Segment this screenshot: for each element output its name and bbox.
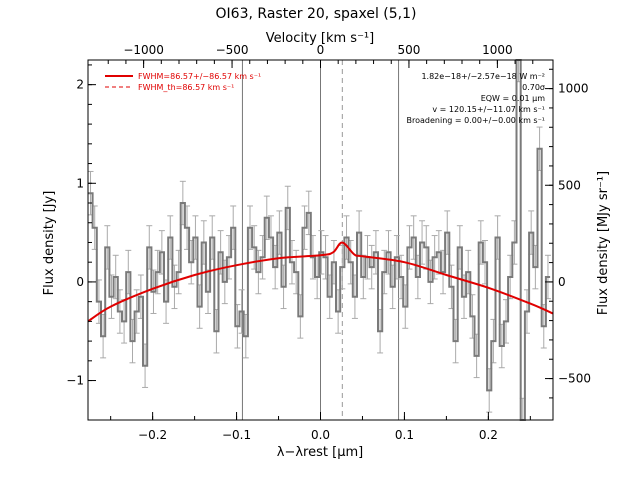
annotation-sigma: 0.70σ <box>522 83 545 92</box>
y-axis-label-right: Flux density [MJy sr⁻¹] <box>596 171 611 315</box>
top-tick-label: 0 <box>317 43 325 57</box>
legend-fit-label: FWHM=86.57+/−86.57 km s⁻¹ <box>138 72 261 81</box>
x-tick-label: −0.1 <box>222 428 251 442</box>
legend-theory-label: FWHM_th=86.57 km s⁻¹ <box>138 83 234 92</box>
fit-annotations: 1.82e−18+/−2.57e−18 W m⁻² 0.70σ EQW = 0.… <box>407 72 546 125</box>
chart-title: OI63, Raster 20, spaxel (5,1) <box>216 6 417 22</box>
reference-lines <box>241 60 400 420</box>
y-tick-label: 2 <box>76 78 84 92</box>
fit-curve <box>87 241 554 323</box>
x-axis-label: λ−λrest [µm] <box>277 445 363 460</box>
y-axis-label-left: Flux density [Jy] <box>42 191 57 296</box>
x-tick-label: 0.0 <box>311 428 330 442</box>
fit-curve-group <box>87 241 554 323</box>
error-bars <box>87 59 551 421</box>
annotation-eqw: EQW = 0.01 µm <box>481 94 545 103</box>
x-tick-label: −0.2 <box>138 428 167 442</box>
y-tick-label: 0 <box>76 275 84 289</box>
y-tick-label: −1 <box>66 374 84 388</box>
top-tick-label: 1000 <box>482 43 513 57</box>
right-tick-label: 0 <box>558 275 566 289</box>
x-tick-label: 0.1 <box>395 428 414 442</box>
annotation-velocity: v = 120.15+/−11.07 km s⁻¹ <box>432 105 545 114</box>
right-tick-label: 500 <box>558 178 581 192</box>
plot-frame <box>87 59 554 421</box>
x-tick-label: 0.2 <box>479 428 498 442</box>
annotation-flux: 1.82e−18+/−2.57e−18 W m⁻² <box>421 72 545 81</box>
legend: FWHM=86.57+/−86.57 km s⁻¹ FWHM_th=86.57 … <box>105 72 261 92</box>
data-series <box>88 59 551 421</box>
top-axis-label: Velocity [km s⁻¹] <box>266 31 374 46</box>
top-tick-label: 500 <box>397 43 420 57</box>
annotation-broadening: Broadening = 0.00+/−0.00 km s⁻¹ <box>407 116 545 125</box>
y-tick-label: 1 <box>76 176 84 190</box>
top-tick-label: −500 <box>216 43 249 57</box>
axis-ticks: −0.2 −0.1 0.0 0.1 0.2 −1 0 1 2 −1000 −500 0 500 1000 −… <box>66 43 591 442</box>
top-tick-label: −1000 <box>123 43 164 57</box>
right-tick-label: 1000 <box>558 82 589 96</box>
spectrum-line <box>88 59 551 421</box>
right-tick-label: −500 <box>558 372 591 386</box>
